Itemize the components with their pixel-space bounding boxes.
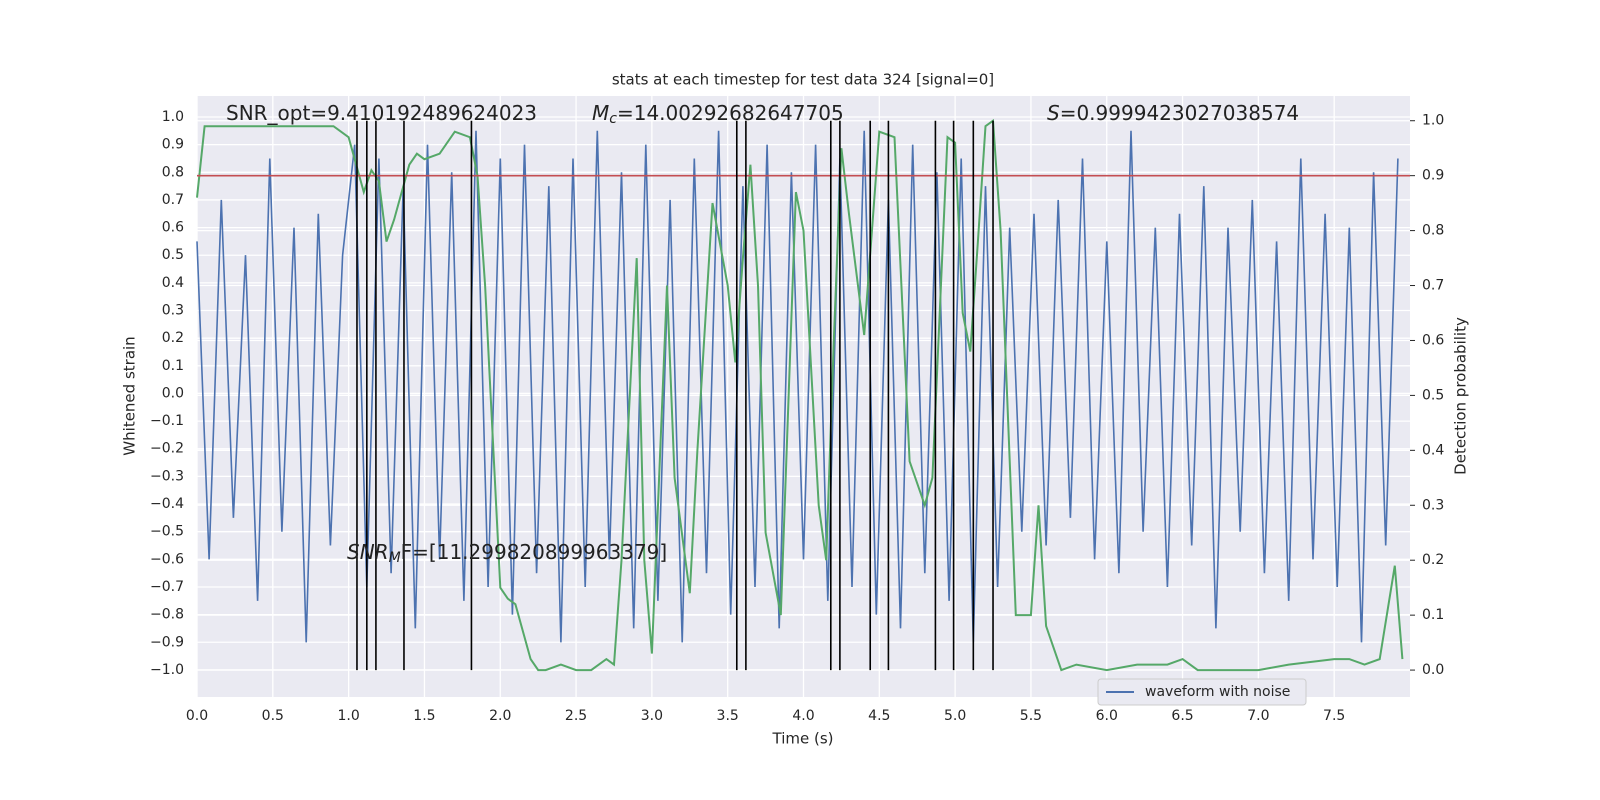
annotation-part: =14.00292682647705 xyxy=(617,101,844,125)
y-tick-label: −0.7 xyxy=(150,579,184,595)
x-tick-label: 1.0 xyxy=(337,708,359,724)
y2-tick-label: 0.1 xyxy=(1422,607,1444,623)
x-tick-label: 3.0 xyxy=(641,708,663,724)
x-tick-label: 0.0 xyxy=(186,708,208,724)
x-tick-label: 2.5 xyxy=(565,708,587,724)
annotation: SNR_opt=9.410192489624023 xyxy=(226,101,537,125)
y2-tick-label: 0.2 xyxy=(1422,552,1444,568)
annotation-part: F=[11.299820899963379] xyxy=(401,540,668,564)
legend-label: waveform with noise xyxy=(1145,684,1290,700)
y-tick-label: 0.2 xyxy=(162,330,184,346)
y-tick-label: 0.4 xyxy=(162,275,184,291)
annotation-part: M xyxy=(389,550,401,566)
y2-tick-label: 0.3 xyxy=(1422,497,1444,513)
annotation-part: M xyxy=(592,101,609,125)
annotation-part: SNR_opt=9.410192489624023 xyxy=(226,101,537,125)
waveform-line xyxy=(196,130,1399,643)
y2-tick-label: 0.9 xyxy=(1422,168,1444,184)
y-tick-label: 0.1 xyxy=(162,358,184,374)
x-tick-label: 6.5 xyxy=(1171,708,1193,724)
y2-tick-label: 0.8 xyxy=(1422,223,1444,239)
y2-tick-label: 0.7 xyxy=(1422,278,1444,294)
y-tick-label: −0.1 xyxy=(150,413,184,429)
probability-line xyxy=(196,118,1404,672)
y-tick-label: 0.7 xyxy=(162,192,184,208)
annotation: SNRMF=[11.299820899963379] xyxy=(347,540,667,567)
chart-title: stats at each timestep for test data 324… xyxy=(612,71,994,89)
x-tick-label: 5.5 xyxy=(1020,708,1042,724)
y2-tick-label: 0.0 xyxy=(1422,662,1444,678)
y-tick-label: 0.0 xyxy=(162,385,184,401)
x-tick-label: 6.0 xyxy=(1096,708,1118,724)
x-tick-label: 1.5 xyxy=(413,708,435,724)
x-tick-label: 2.0 xyxy=(489,708,511,724)
x-tick-label: 4.0 xyxy=(792,708,814,724)
annotation-part: S xyxy=(1047,101,1060,125)
x-axis-label: Time (s) xyxy=(772,730,834,748)
y-tick-label: −0.5 xyxy=(150,524,184,540)
marks xyxy=(196,118,1410,672)
y-tick-label: −0.2 xyxy=(150,441,184,457)
annotation-part: c xyxy=(609,111,617,127)
y2-tick-label: 0.4 xyxy=(1422,442,1444,458)
labels: 0.0 0.5 1.0 1.5 2.0 2.5 3.0 3.5 4.0 4.5 5.0 5.5 6.0 6… xyxy=(150,101,1444,725)
y2-tick-label: 1.0 xyxy=(1422,113,1444,129)
legend-box xyxy=(1097,678,1307,706)
x-tick-label: 0.5 xyxy=(262,708,284,724)
y-tick-label: 1.0 xyxy=(162,109,184,125)
x-tick-label: 7.5 xyxy=(1323,708,1345,724)
annotation-part: SNR xyxy=(347,540,389,564)
y-tick-label: −0.9 xyxy=(150,634,184,650)
x-tick-label: 3.5 xyxy=(717,708,739,724)
y2-tick-label: 0.5 xyxy=(1422,387,1444,403)
y-tick-label: 0.6 xyxy=(162,220,184,236)
annotation-part: =0.9999423027038574 xyxy=(1060,101,1299,125)
y-tick-label: −0.6 xyxy=(150,551,184,567)
y2-axis-label: Detection probability xyxy=(1452,317,1470,475)
y-tick-label: −1.0 xyxy=(150,662,184,678)
x-tick-label: 4.5 xyxy=(868,708,890,724)
y-tick-label: 0.5 xyxy=(162,247,184,263)
y-tick-label: −0.4 xyxy=(150,496,184,512)
y-tick-label: 0.9 xyxy=(162,137,184,153)
y-axis-label: Whitened strain xyxy=(121,336,139,455)
y-tick-label: −0.8 xyxy=(150,607,184,623)
annotation: S=0.9999423027038574 xyxy=(1047,101,1299,125)
x-tick-label: 7.0 xyxy=(1247,708,1269,724)
annotation: Mc=14.00292682647705 xyxy=(592,101,844,128)
y-tick-label: 0.3 xyxy=(162,303,184,319)
y2-tick-label: 0.6 xyxy=(1422,332,1444,348)
x-tick-label: 5.0 xyxy=(944,708,966,724)
y-tick-label: 0.8 xyxy=(162,164,184,180)
y-tick-label: −0.3 xyxy=(150,468,184,484)
